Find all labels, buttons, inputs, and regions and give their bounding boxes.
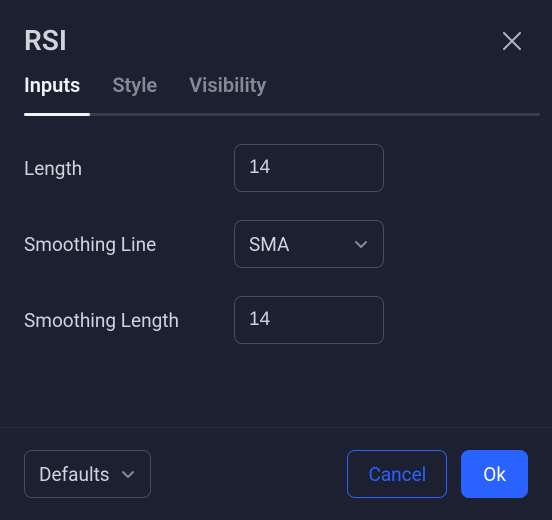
close-button[interactable] [496, 25, 528, 57]
tab-underline-active [24, 113, 90, 116]
chevron-down-icon [353, 236, 369, 252]
form-inputs: Length Smoothing Line SMA Smoothing Leng… [0, 116, 552, 427]
row-length: Length [24, 144, 528, 192]
tab-style[interactable]: Style [112, 73, 157, 113]
tab-visibility[interactable]: Visibility [189, 73, 266, 113]
cancel-label: Cancel [368, 463, 426, 486]
input-length[interactable] [234, 144, 384, 192]
cancel-button[interactable]: Cancel [347, 450, 447, 498]
rsi-settings-dialog: RSI Inputs Style Visibility Length Smoot… [0, 0, 552, 520]
select-smoothing-line[interactable]: SMA [234, 220, 384, 268]
ok-button[interactable]: Ok [461, 450, 528, 498]
label-smoothing-line: Smoothing Line [24, 233, 234, 256]
dialog-footer: Defaults Cancel Ok [0, 428, 552, 520]
close-icon [501, 30, 523, 52]
input-smoothing-length[interactable] [234, 296, 384, 344]
dialog-header: RSI [0, 0, 552, 73]
tab-inputs[interactable]: Inputs [24, 73, 80, 113]
tab-underline-track [24, 113, 540, 116]
ok-label: Ok [483, 463, 506, 486]
label-length: Length [24, 157, 234, 180]
chevron-down-icon [120, 466, 136, 482]
defaults-button[interactable]: Defaults [24, 450, 151, 498]
select-smoothing-line-value: SMA [249, 233, 289, 256]
row-smoothing-line: Smoothing Line SMA [24, 220, 528, 268]
defaults-label: Defaults [39, 463, 110, 486]
tabs: Inputs Style Visibility [0, 73, 552, 113]
footer-right: Cancel Ok [347, 450, 528, 498]
label-smoothing-length: Smoothing Length [24, 309, 234, 332]
dialog-title: RSI [24, 24, 67, 57]
row-smoothing-length: Smoothing Length [24, 296, 528, 344]
